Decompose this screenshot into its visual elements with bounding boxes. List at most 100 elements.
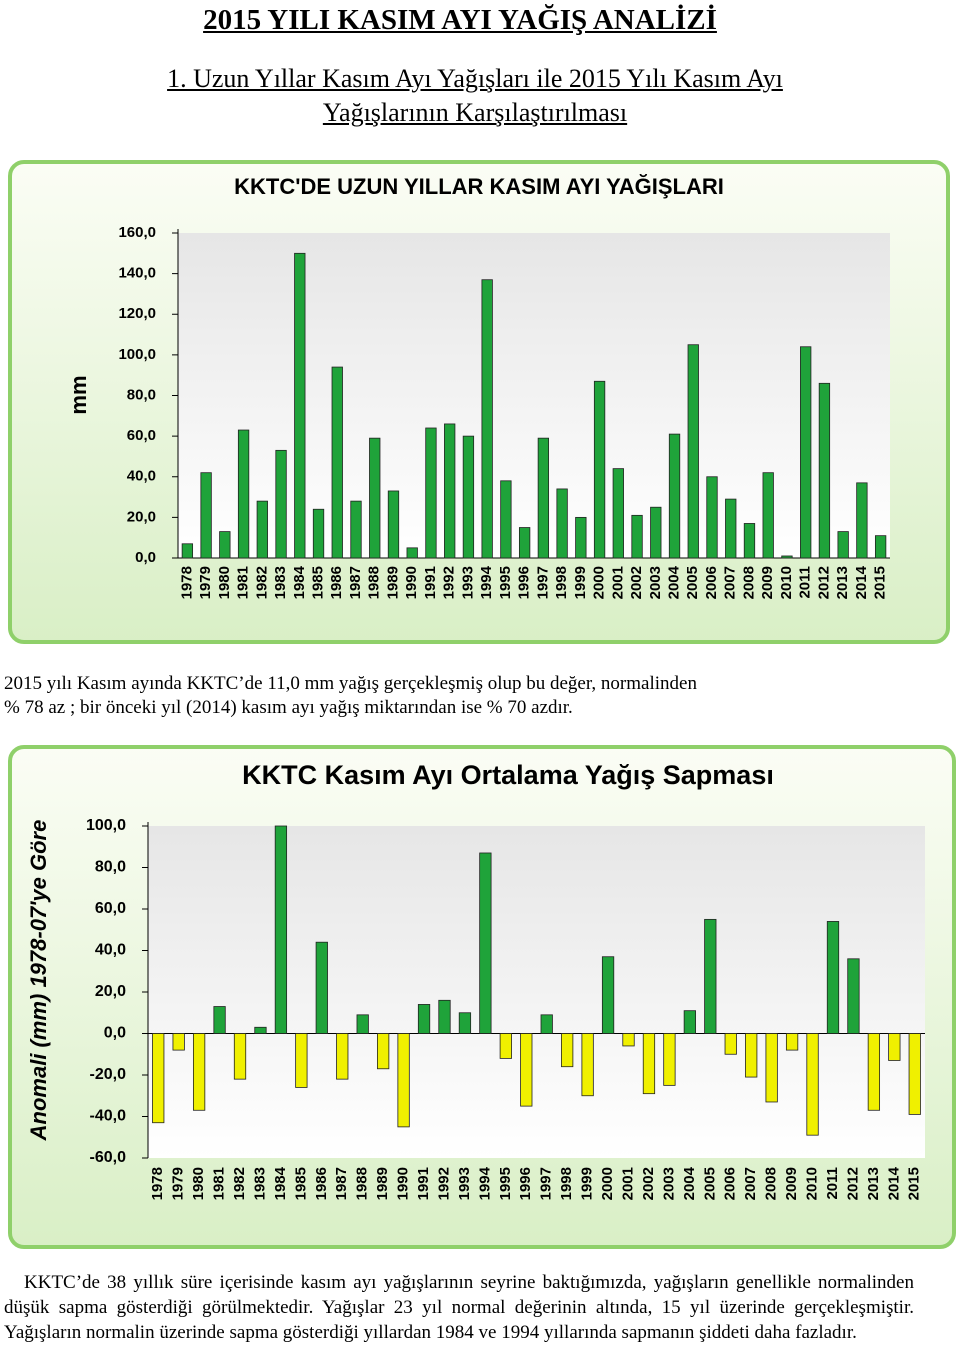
bar <box>331 366 343 559</box>
x-tick-label: 1994 <box>476 1166 493 1200</box>
x-tick-label: 1993 <box>456 1167 473 1200</box>
bar <box>499 1033 512 1059</box>
bar <box>444 423 456 559</box>
x-tick-label: 1992 <box>435 1167 452 1200</box>
x-tick-label: 2007 <box>742 1167 759 1200</box>
x-tick-label: 2014 <box>885 1166 902 1200</box>
bar <box>765 1033 778 1103</box>
bar <box>683 1010 696 1034</box>
y-tick-label: 140,0 <box>118 265 156 282</box>
y-tick-label: 160,0 <box>118 224 156 241</box>
x-tick-label: 2013 <box>865 1167 882 1200</box>
paragraph: 2015 yılı Kasım ayında KKTC’de 11,0 mm y… <box>4 673 697 718</box>
chart-title: KKTC Kasım Ayı Ortalama Yağış Sapması <box>242 760 774 790</box>
x-tick-label: 1983 <box>272 566 289 599</box>
bar <box>479 852 492 1034</box>
x-tick-label: 2012 <box>815 566 832 599</box>
y-tick-label: 20,0 <box>127 508 156 525</box>
x-tick-label: 1978 <box>149 1167 166 1200</box>
x-tick-label: 1997 <box>538 1167 555 1200</box>
bar <box>152 1033 165 1124</box>
bar <box>874 535 887 559</box>
bar <box>908 1033 921 1115</box>
bar <box>575 516 587 559</box>
bar <box>856 482 868 559</box>
bar <box>581 1033 594 1097</box>
bar <box>233 1033 247 1080</box>
chart-title: KKTC'DE UZUN YILLAR KASIM AYI YAĞIŞLARI <box>234 174 724 199</box>
bar <box>601 956 615 1034</box>
y-tick-label: 100,0 <box>118 346 156 363</box>
x-tick-label: 2006 <box>722 1167 739 1200</box>
x-tick-label: 1980 <box>190 1167 207 1200</box>
bar <box>724 1033 737 1055</box>
x-tick-label: 1985 <box>309 566 326 599</box>
heading: 1. Uzun Yıllar Kasım Ayı Yağışları ile 2… <box>167 64 783 127</box>
y-tick-label: -20,0 <box>90 1066 127 1083</box>
bar <box>406 547 418 559</box>
bar <box>295 1033 308 1088</box>
x-tick-label: 2014 <box>853 565 870 599</box>
x-tick-label: 1987 <box>333 1167 350 1200</box>
bar <box>847 958 860 1034</box>
x-tick-label: 1995 <box>497 566 514 599</box>
x-tick-label: 2015 <box>906 1167 923 1200</box>
bar <box>256 500 268 559</box>
y-tick-label: 40,0 <box>127 468 156 485</box>
bar <box>520 1033 533 1107</box>
x-tick-label: 1995 <box>497 1167 514 1200</box>
bar <box>704 918 717 1034</box>
bar <box>540 1014 553 1034</box>
bar <box>481 279 493 559</box>
x-tick-label: 1987 <box>347 566 364 599</box>
bar <box>867 1033 881 1111</box>
x-tick-label: 1996 <box>516 566 533 599</box>
bar <box>888 1033 901 1061</box>
x-tick-label: 1991 <box>422 566 439 599</box>
x-tick-label: 2001 <box>609 566 626 599</box>
x-tick-label: 1999 <box>572 566 589 599</box>
bar <box>356 1014 369 1034</box>
x-tick-label: 1992 <box>441 566 458 599</box>
x-tick-label: 1980 <box>216 566 233 599</box>
bar <box>818 382 831 559</box>
bar <box>377 1033 390 1070</box>
x-tick-label: 1993 <box>459 566 476 599</box>
chart: KKTC Kasım Ayı Ortalama Yağış Sapması Ano… <box>8 745 956 1249</box>
bar <box>275 449 287 559</box>
bar <box>192 1033 206 1111</box>
y-tick-label: 120,0 <box>118 305 156 322</box>
x-tick-label: 2000 <box>599 1167 616 1200</box>
x-tick-label: 1981 <box>211 1167 228 1200</box>
x-tick-label: 2011 <box>797 566 814 599</box>
bar <box>237 429 250 559</box>
bar <box>762 472 774 559</box>
x-tick-label: 2003 <box>660 1167 677 1200</box>
bar <box>806 1033 819 1136</box>
x-tick-label: 2000 <box>591 566 608 599</box>
title: 2015 YILI KASIM AYI YAĞIŞ ANALİZİ <box>203 4 717 36</box>
x-tick-label: 2013 <box>834 566 851 599</box>
x-tick-label: 2010 <box>804 1167 821 1200</box>
x-tick-label: 1979 <box>197 566 214 599</box>
x-tick-label: 1986 <box>313 1167 330 1200</box>
x-tick-label: 2001 <box>619 1167 636 1200</box>
bar <box>274 825 288 1034</box>
x-tick-label: 2008 <box>763 1167 780 1200</box>
bar <box>561 1033 574 1068</box>
bar <box>369 437 381 559</box>
bar <box>181 543 194 559</box>
y-tick-label: -40,0 <box>90 1108 127 1125</box>
y-tick-label: 40,0 <box>95 942 126 959</box>
bar <box>631 514 643 559</box>
bar <box>254 1026 267 1034</box>
y-tick-label: 80,0 <box>95 859 126 876</box>
paragraph: KKTC’de 38 yıllık süre içerisinde kasım … <box>4 1272 914 1343</box>
bar <box>315 941 328 1034</box>
x-tick-label: 1984 <box>272 1166 289 1200</box>
bar <box>172 1033 185 1051</box>
bar <box>650 506 662 559</box>
bar <box>213 1006 226 1034</box>
x-tick-label: 2009 <box>783 1167 800 1200</box>
x-tick-label: 1990 <box>403 566 420 599</box>
